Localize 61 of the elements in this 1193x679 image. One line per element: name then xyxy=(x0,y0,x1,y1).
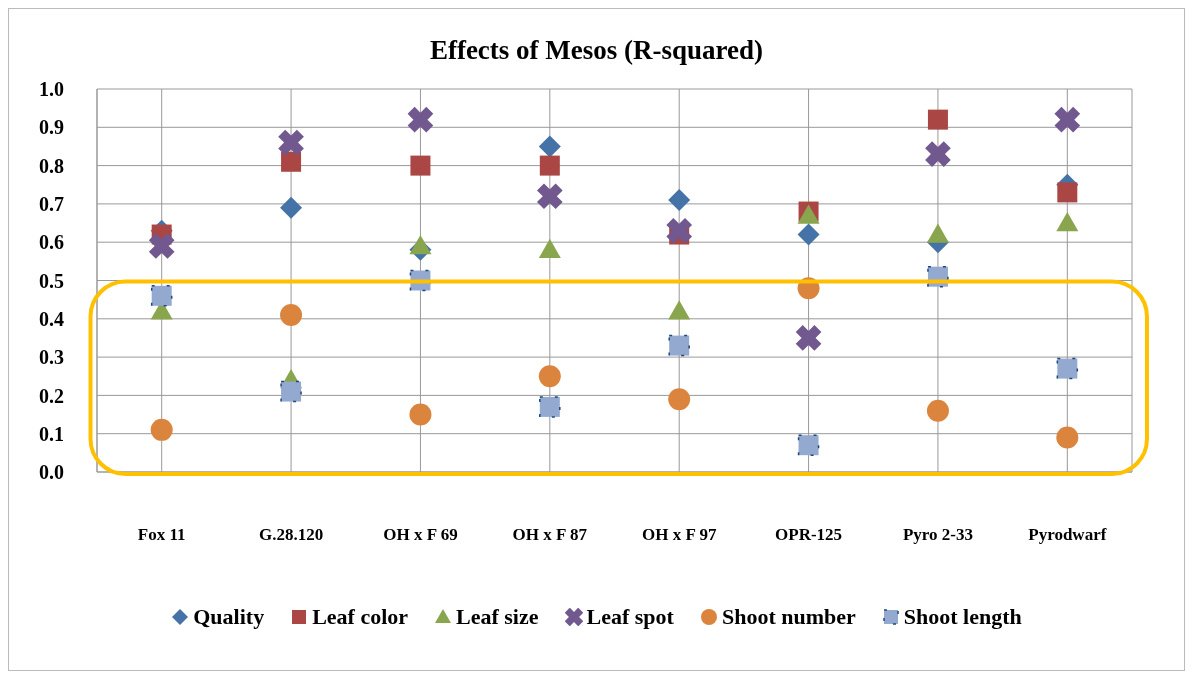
point xyxy=(668,334,690,357)
point xyxy=(1054,106,1081,133)
y-tick-label: 0.4 xyxy=(39,307,64,330)
point xyxy=(150,418,173,441)
point xyxy=(539,155,560,176)
x-tick-label: G.28.120 xyxy=(258,525,324,545)
y-tick-label: 0.3 xyxy=(39,346,64,369)
point xyxy=(1056,357,1079,380)
point xyxy=(281,151,302,172)
point xyxy=(539,396,561,418)
point xyxy=(927,109,948,130)
point xyxy=(280,196,303,219)
point xyxy=(538,365,561,388)
point xyxy=(409,403,432,426)
point xyxy=(668,300,691,320)
point xyxy=(1057,182,1078,203)
x-tick-label: Pyro 2-33 xyxy=(902,525,973,545)
point xyxy=(925,141,951,167)
legend-label: Shoot length xyxy=(902,604,1022,630)
y-tick-label: 0.8 xyxy=(39,154,64,177)
y-tick-label: 1.0 xyxy=(39,78,64,101)
point xyxy=(538,135,561,158)
y-tick-label: 0.2 xyxy=(39,384,64,407)
x-tick-label: Fox 11 xyxy=(137,525,186,545)
x-tick-label: OH x F 97 xyxy=(641,525,717,545)
legend-label: Quality xyxy=(192,604,265,630)
y-tick-label: 0.1 xyxy=(39,422,64,445)
y-tick-label: 0.6 xyxy=(39,231,64,254)
legend-label: Leaf spot xyxy=(585,604,674,630)
point xyxy=(407,106,434,133)
point xyxy=(150,285,173,307)
point xyxy=(280,380,302,403)
point xyxy=(1056,212,1079,232)
point xyxy=(278,129,304,156)
point xyxy=(666,217,693,244)
point xyxy=(410,155,431,176)
y-tick-label: 0.0 xyxy=(39,461,64,484)
point xyxy=(795,325,822,351)
point xyxy=(926,399,949,422)
chart-title: Effects of Mesos (R-squared) xyxy=(428,35,765,66)
point xyxy=(536,183,563,210)
point xyxy=(797,434,820,456)
x-tick-label: Pyrodwarf xyxy=(1028,525,1107,545)
point xyxy=(926,223,949,243)
y-tick-label: 0.5 xyxy=(39,269,64,292)
y-tick-label: 0.7 xyxy=(39,193,64,215)
y-tick-label: 0.9 xyxy=(39,116,64,139)
point xyxy=(1056,426,1079,449)
point xyxy=(409,235,432,255)
legend-label: Leaf size xyxy=(455,604,539,630)
x-tick-label: OPR-125 xyxy=(775,525,843,545)
x-tick-label: OH x F 69 xyxy=(383,525,458,545)
point xyxy=(668,189,691,212)
legend-label: Shoot number xyxy=(720,604,856,630)
point xyxy=(797,223,820,246)
point xyxy=(668,388,691,411)
point xyxy=(148,233,175,259)
point xyxy=(538,238,561,259)
legend-label: Leaf color xyxy=(311,604,409,630)
x-tick-label: OH x F 87 xyxy=(512,525,588,545)
point xyxy=(280,303,303,326)
